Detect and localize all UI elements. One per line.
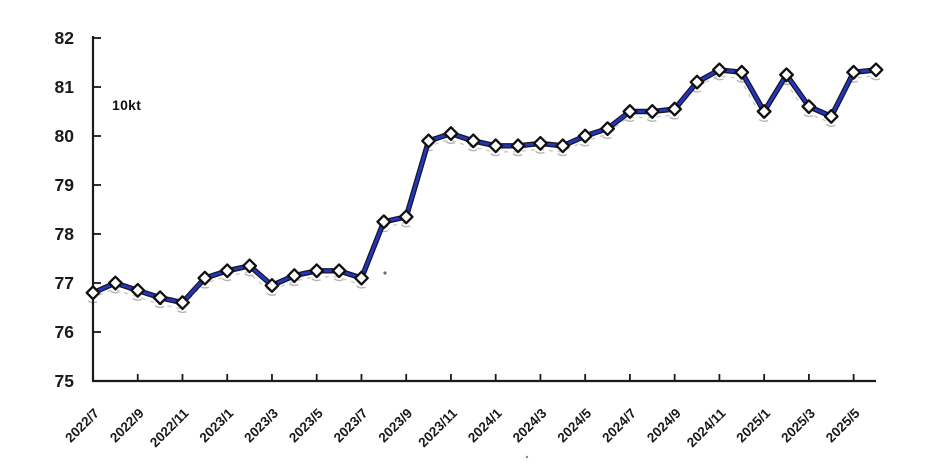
data-point-marker: [242, 258, 258, 274]
scan-ghost-mark: [602, 136, 612, 140]
data-point-marker: [85, 285, 101, 301]
scan-ghost-mark: [356, 285, 366, 289]
y-tick-label: 76: [55, 322, 75, 342]
data-point-marker: [622, 104, 638, 119]
data-point-marker: [868, 62, 884, 78]
scan-ghost-mark: [535, 150, 545, 154]
y-tick-label: 82: [55, 28, 75, 48]
x-tick-label: 2024/7: [599, 406, 639, 446]
scan-ghost-mark: [154, 305, 165, 309]
unit-label: 10kt: [112, 97, 142, 113]
scan-ghost-mark: [400, 224, 411, 228]
data-point-marker: [309, 263, 325, 279]
x-tick-label: 2022/11: [147, 405, 192, 450]
scan-ghost-mark: [467, 148, 478, 152]
scan-ghost-mark: [646, 118, 657, 122]
data-point-marker: [779, 67, 794, 83]
data-point-marker: [644, 104, 660, 119]
scan-ghost-mark: [244, 273, 254, 277]
x-tick-label: 2024/9: [644, 406, 684, 446]
speck-artifact: [525, 455, 529, 459]
scan-ghost-mark: [713, 77, 724, 81]
data-point-marker: [331, 263, 347, 279]
data-point-marker: [443, 126, 459, 141]
x-tick-label: 2025/3: [778, 405, 818, 445]
x-tick-label: 2023/3: [241, 405, 281, 445]
data-point-marker: [734, 64, 750, 80]
data-point-marker: [846, 64, 862, 80]
y-tick-label: 77: [55, 273, 74, 293]
scan-ghost-mark: [132, 297, 143, 301]
scan-ghost-mark: [870, 77, 881, 81]
data-point-marker: [823, 108, 839, 124]
y-tick-label: 78: [55, 224, 75, 244]
data-point-marker: [756, 104, 772, 119]
x-tick-label: 2023/1: [197, 405, 237, 445]
data-point-marker: [152, 290, 168, 306]
scan-ghost-mark: [579, 143, 590, 147]
data-point-marker: [510, 138, 526, 154]
data-point-marker: [577, 128, 593, 144]
data-point-marker: [711, 62, 727, 78]
data-point-marker: [376, 214, 392, 230]
y-tick-label: 75: [55, 371, 75, 391]
x-tick-label: 2024/5: [555, 405, 595, 445]
x-tick-label: 2022/7: [62, 406, 102, 446]
scan-ghost-mark: [445, 140, 456, 145]
data-point-marker: [197, 270, 213, 286]
y-tick-label: 79: [55, 175, 75, 195]
scan-ghost-mark: [311, 278, 321, 282]
x-tick-label: 2025/1: [733, 405, 773, 445]
scan-ghost-mark: [199, 285, 210, 289]
data-point-marker: [555, 138, 571, 154]
scan-ghost-mark: [288, 283, 299, 287]
x-tick-label: 2023/5: [286, 405, 326, 445]
x-tick-label: 2024/3: [510, 405, 550, 445]
scan-ghost-mark: [512, 153, 523, 157]
scan-ghost-mark: [109, 290, 120, 294]
x-tick-label: 2023/9: [376, 406, 416, 446]
x-tick-label: 2024/1: [465, 405, 505, 445]
scan-ghost-mark: [221, 278, 232, 282]
scan-ghost-mark: [758, 118, 769, 122]
scan-ghost-mark: [333, 278, 344, 282]
scan-ghost-mark: [669, 116, 679, 120]
scan-ghost-mark: [490, 153, 500, 157]
scan-ghost-line: [90, 75, 875, 310]
scan-ghost-mark: [557, 153, 568, 157]
scan-ghost-mark: [803, 114, 814, 118]
data-point-marker: [488, 138, 504, 154]
x-tick-label: 2022/9: [107, 406, 147, 446]
scan-ghost-mark: [624, 118, 635, 122]
data-point-marker: [219, 263, 235, 279]
data-point-marker: [264, 278, 280, 293]
data-point-marker: [465, 133, 481, 149]
data-point-marker: [398, 209, 414, 225]
x-tick-label: 2025/5: [823, 405, 863, 445]
data-point-marker: [354, 270, 369, 286]
y-tick-label: 80: [55, 126, 75, 146]
data-point-marker: [600, 121, 615, 137]
series-line-outline: [90, 67, 879, 306]
x-tick-label: 2023/7: [331, 406, 371, 446]
data-point-marker: [421, 133, 437, 149]
data-point-marker: [532, 135, 548, 151]
x-tick-label: 2023/11: [415, 405, 460, 450]
data-point-marker: [667, 101, 683, 117]
speck-artifact: [383, 271, 387, 275]
data-point-marker: [175, 295, 190, 311]
data-point-marker: [689, 74, 705, 90]
x-tick-label: 2024/11: [684, 405, 729, 450]
data-point-marker: [801, 99, 817, 115]
data-point-marker: [130, 282, 146, 298]
scan-ghost-mark: [266, 292, 277, 296]
scan-ghost-mark: [825, 123, 836, 127]
y-tick-label: 81: [55, 77, 75, 97]
data-point-marker: [286, 268, 302, 284]
data-point-marker: [107, 275, 123, 291]
scan-ghost-mark: [177, 310, 187, 314]
